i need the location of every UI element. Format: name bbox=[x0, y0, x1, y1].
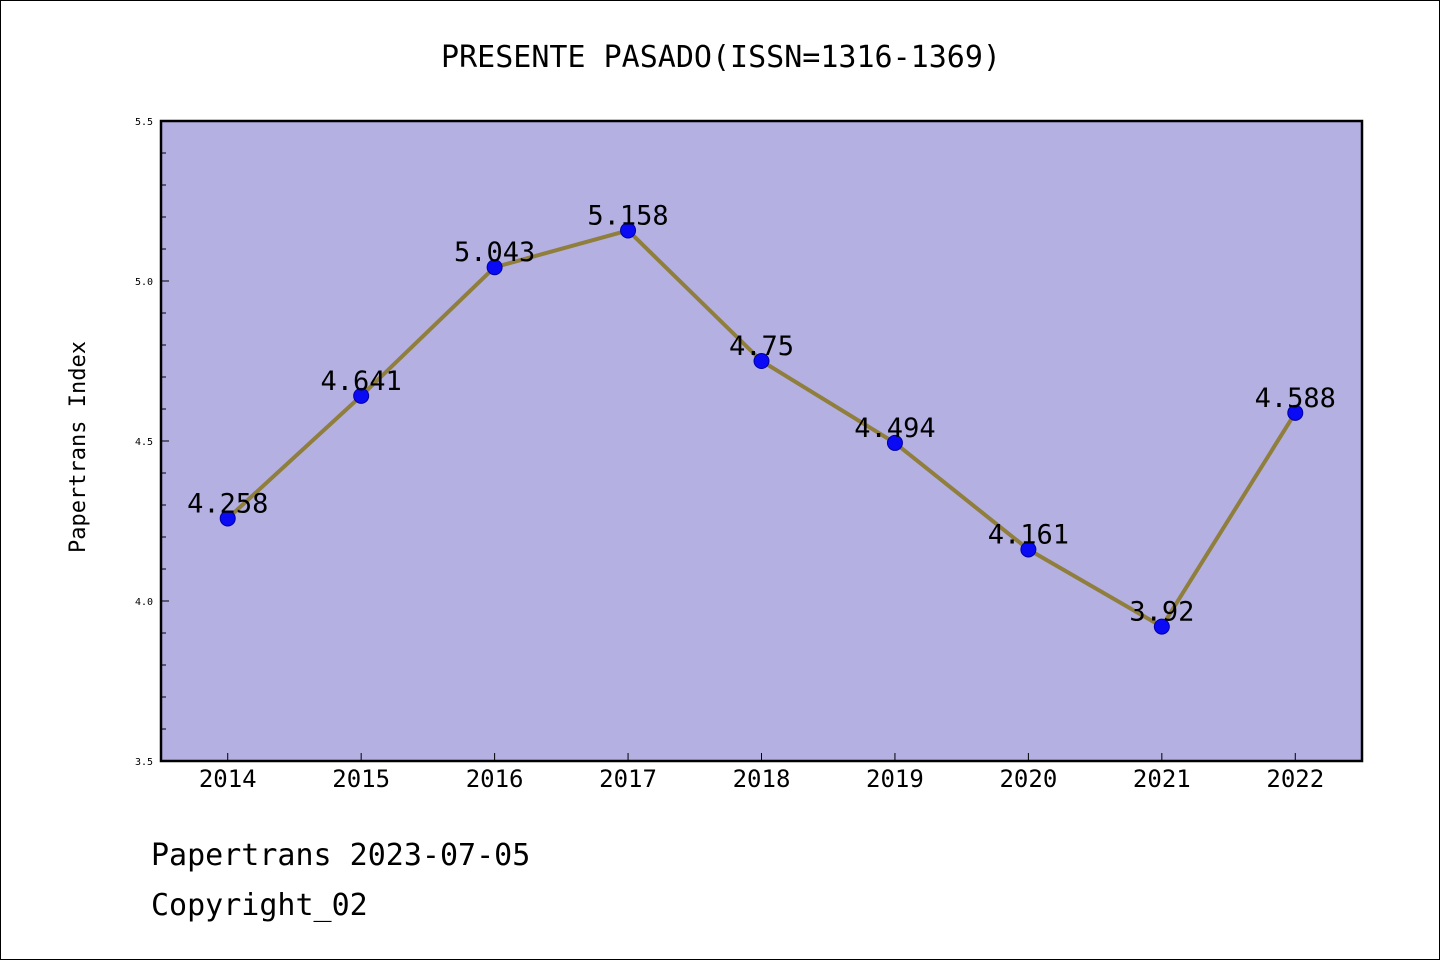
data-point bbox=[486, 259, 503, 276]
y-tick-label: 4.5 bbox=[135, 437, 153, 448]
data-label: 4.588 bbox=[1255, 383, 1336, 414]
data-label: 4.258 bbox=[187, 488, 268, 519]
data-point bbox=[219, 510, 236, 527]
x-tick-label: 2019 bbox=[866, 765, 924, 793]
y-tick-label: 4.0 bbox=[135, 597, 153, 608]
data-label: 4.161 bbox=[988, 519, 1069, 550]
y-axis-label: Papertrans Index bbox=[66, 341, 91, 553]
data-point bbox=[353, 387, 370, 404]
x-tick-label: 2016 bbox=[466, 765, 524, 793]
x-tick-label: 2017 bbox=[599, 765, 657, 793]
y-tick-label: 5.5 bbox=[135, 117, 153, 128]
x-tick-label: 2015 bbox=[332, 765, 390, 793]
data-label: 4.75 bbox=[729, 331, 794, 362]
plot-area bbox=[159, 119, 1364, 763]
chart-title: PRESENTE PASADO(ISSN=1316-1369) bbox=[441, 40, 1001, 75]
x-tick-label: 2022 bbox=[1266, 765, 1324, 793]
x-tick-label: 2014 bbox=[199, 765, 257, 793]
data-point bbox=[620, 222, 637, 239]
data-point bbox=[886, 434, 903, 451]
data-label: 4.641 bbox=[321, 366, 402, 397]
y-tick-label: 3.5 bbox=[135, 757, 153, 768]
data-label: 3.92 bbox=[1129, 597, 1194, 628]
footer-date: Papertrans 2023-07-05 bbox=[151, 838, 530, 873]
y-tick-label: 5.0 bbox=[135, 277, 153, 288]
x-tick-label: 2021 bbox=[1133, 765, 1191, 793]
data-point bbox=[1153, 618, 1170, 635]
data-label: 5.158 bbox=[587, 200, 668, 231]
footer-copyright: Copyright_02 bbox=[151, 888, 368, 923]
x-tick-label: 2018 bbox=[733, 765, 791, 793]
data-label: 4.494 bbox=[854, 413, 935, 444]
data-point bbox=[1020, 541, 1037, 558]
data-point bbox=[753, 353, 770, 369]
data-point bbox=[1287, 404, 1304, 421]
x-tick-label: 2020 bbox=[999, 765, 1057, 793]
data-label: 5.043 bbox=[454, 237, 535, 268]
